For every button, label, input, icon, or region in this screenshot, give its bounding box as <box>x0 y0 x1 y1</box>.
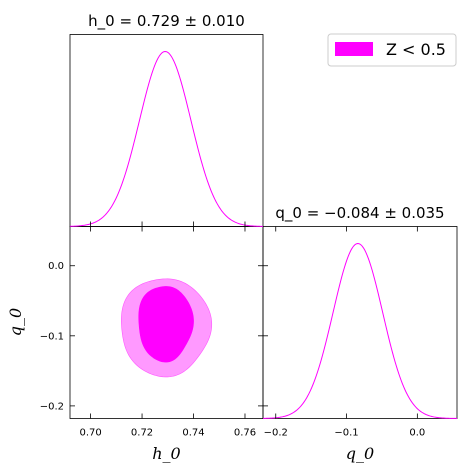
q0-tick-label: −0.1 <box>334 428 358 439</box>
h0-tick-label: 0.76 <box>234 428 256 439</box>
legend-swatch <box>335 42 373 56</box>
q0-marginal-curve <box>262 243 458 419</box>
q0-marginal-panel <box>262 226 458 419</box>
q0-tick-label: 0.0 <box>409 428 425 439</box>
q0-title: q_0 = −0.084 ± 0.035 <box>275 204 444 223</box>
q0-ytick-label: −0.1 <box>40 331 64 342</box>
h0-marginal-panel <box>69 34 264 227</box>
h0-tick-label: 0.72 <box>131 428 153 439</box>
h0-ticks: 0.70 0.72 0.74 0.76 <box>79 221 256 439</box>
legend-label: Z < 0.5 <box>386 40 446 59</box>
q0-tick-label: −0.2 <box>264 428 288 439</box>
h0-axis-label: h_0 <box>152 444 180 463</box>
q0-ticks: −0.2 −0.1 0.0 <box>264 226 425 439</box>
h0-tick-label: 0.70 <box>79 428 101 439</box>
contour-68 <box>138 286 194 363</box>
legend: Z < 0.5 <box>327 33 457 67</box>
q0-axis-label: q_0 <box>346 444 374 463</box>
h0-marginal-curve <box>69 50 264 227</box>
h0-title: h_0 = 0.729 ± 0.010 <box>88 12 245 31</box>
q0-ytick-label: 0.0 <box>48 261 64 272</box>
q0-yaxis-ticks: −0.2 −0.1 0.0 <box>40 261 268 412</box>
h0-tick-label: 0.74 <box>182 428 204 439</box>
q0-ytick-label: −0.2 <box>40 401 64 412</box>
q0-yaxis-label: q_0 <box>6 308 25 336</box>
